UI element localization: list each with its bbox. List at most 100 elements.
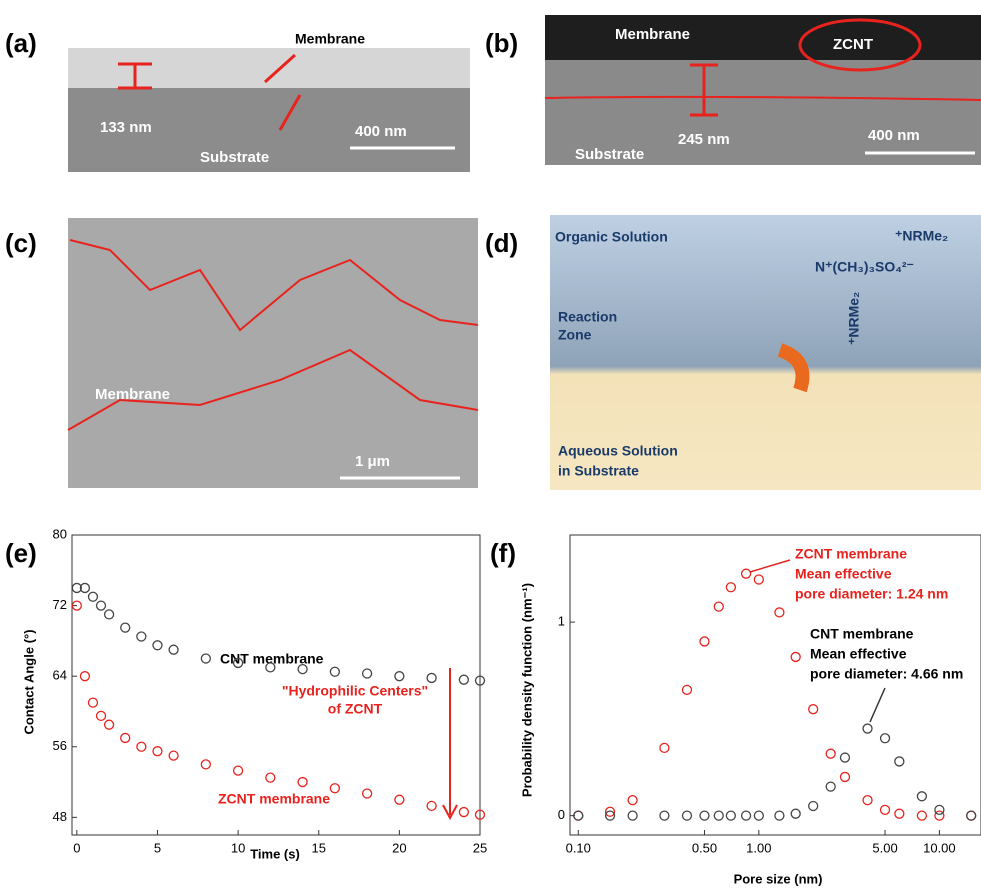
annotation: of ZCNT — [328, 701, 383, 717]
y-axis-label: Contact Angle (°) — [21, 629, 36, 734]
data-point — [88, 592, 97, 601]
data-point — [791, 652, 800, 661]
x-tick-label: 25 — [473, 840, 487, 855]
data-point — [137, 742, 146, 751]
label: Substrate — [200, 149, 269, 166]
data-point — [153, 747, 162, 756]
y-axis-label: Probability density function (nm⁻¹) — [519, 583, 534, 797]
label: in Substrate — [558, 463, 639, 479]
label: 400 nm — [868, 127, 920, 144]
y-tick-label: 0 — [558, 807, 565, 822]
label: 400 nm — [355, 123, 407, 140]
data-point — [881, 805, 890, 814]
data-point — [266, 773, 275, 782]
series-label: CNT membrane — [810, 626, 914, 642]
data-point — [459, 808, 468, 817]
label: Organic Solution — [555, 229, 668, 245]
page: (a) Membrane 133 nm Substrate 400 nm (b)… — [0, 0, 981, 890]
series-label: ZCNT membrane — [795, 546, 907, 562]
label: N⁺(CH₃)₃SO₄²⁻ — [815, 259, 914, 275]
data-point — [169, 645, 178, 654]
data-point — [742, 811, 751, 820]
data-point — [826, 749, 835, 758]
arrow — [443, 668, 457, 818]
data-point — [628, 811, 637, 820]
data-point — [935, 805, 944, 814]
label: ZCNT — [833, 36, 873, 53]
annotation: Mean effective — [810, 646, 907, 662]
data-point — [863, 724, 872, 733]
data-point — [80, 672, 89, 681]
x-tick-label: 15 — [312, 840, 326, 855]
data-point — [700, 811, 709, 820]
y-tick-label: 1 — [558, 614, 565, 629]
data-point — [97, 601, 106, 610]
panel-label: (e) — [5, 538, 37, 568]
data-point — [395, 795, 404, 804]
label: 133 nm — [100, 119, 152, 136]
panel-label: (a) — [5, 28, 37, 58]
data-point — [427, 801, 436, 810]
data-point — [826, 782, 835, 791]
data-point — [754, 575, 763, 584]
data-point — [121, 623, 130, 632]
y-tick-label: 48 — [53, 809, 67, 824]
data-point — [895, 757, 904, 766]
data-point — [201, 654, 210, 663]
data-point — [363, 669, 372, 678]
pointer — [750, 560, 790, 572]
x-tick-label: 1.00 — [746, 840, 771, 855]
x-tick-label: 5 — [154, 840, 161, 855]
data-point — [809, 705, 818, 714]
annotation: Mean effective — [795, 566, 892, 582]
data-point — [153, 641, 162, 650]
data-point — [169, 751, 178, 760]
x-tick-label: 20 — [392, 840, 406, 855]
x-tick-label: 10.00 — [923, 840, 956, 855]
data-point — [427, 673, 436, 682]
x-tick-label: 10 — [231, 840, 245, 855]
data-point — [791, 809, 800, 818]
data-point — [863, 796, 872, 805]
x-tick-label: 0.50 — [692, 840, 717, 855]
label: 245 nm — [678, 131, 730, 148]
y-tick-label: 64 — [53, 668, 67, 683]
x-tick-label: 0 — [73, 840, 80, 855]
data-point — [700, 637, 709, 646]
panel-label: (d) — [485, 228, 518, 258]
data-point — [330, 784, 339, 793]
label: Membrane — [295, 31, 365, 47]
data-point — [121, 733, 130, 742]
data-point — [714, 811, 723, 820]
sem-image — [68, 218, 478, 488]
panel-label: (c) — [5, 228, 37, 258]
data-point — [840, 772, 849, 781]
data-point — [895, 809, 904, 818]
data-point — [628, 796, 637, 805]
data-point — [395, 672, 404, 681]
label: Membrane — [615, 26, 690, 43]
label: Substrate — [575, 146, 644, 163]
membrane-layer — [68, 48, 470, 88]
data-point — [105, 610, 114, 619]
data-point — [682, 811, 691, 820]
data-point — [97, 711, 106, 720]
label: Membrane — [95, 386, 170, 403]
data-point — [660, 811, 669, 820]
data-point — [105, 720, 114, 729]
data-point — [201, 760, 210, 769]
x-tick-label: 5.00 — [872, 840, 897, 855]
data-point — [742, 569, 751, 578]
data-point — [726, 811, 735, 820]
annotation: pore diameter: 4.66 nm — [810, 666, 963, 682]
panel-label: (f) — [490, 538, 516, 568]
data-point — [726, 583, 735, 592]
y-tick-label: 80 — [53, 526, 67, 541]
panel-label: (b) — [485, 28, 518, 58]
series-label: ZCNT membrane — [218, 791, 330, 807]
data-point — [330, 667, 339, 676]
data-point — [917, 811, 926, 820]
data-point — [298, 778, 307, 787]
data-point — [775, 811, 784, 820]
data-point — [682, 685, 691, 694]
